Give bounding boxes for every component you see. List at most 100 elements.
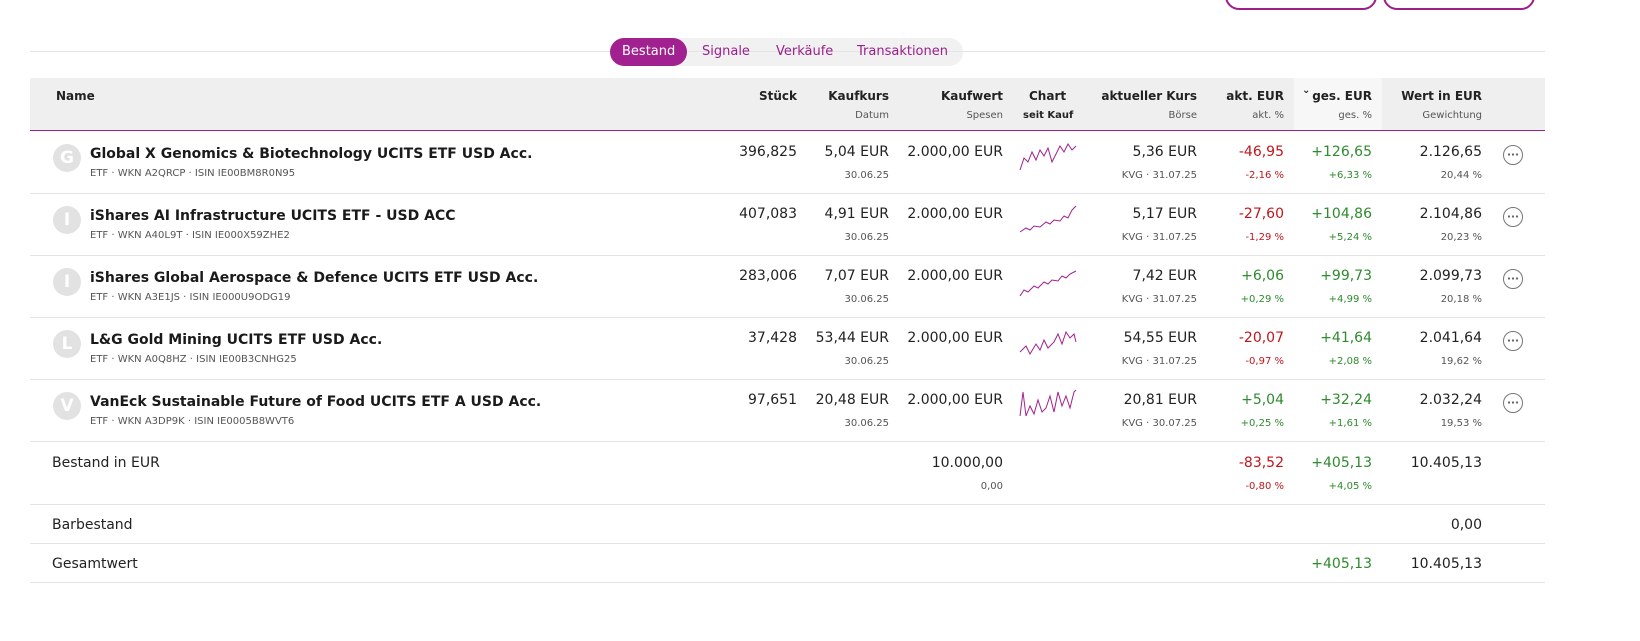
- daily-change: -27,60: [1238, 206, 1284, 222]
- row-divider: [30, 441, 1545, 442]
- tab[interactable]: Signale: [702, 44, 750, 59]
- price-source: KVG · 31.07.25: [1121, 356, 1197, 367]
- purchase-date: 30.06.25: [844, 170, 889, 181]
- column-subheader: Datum: [855, 110, 889, 121]
- purchase-price: 4,91 EUR: [824, 206, 889, 222]
- column-header: Kaufwert: [940, 89, 1003, 103]
- row-divider: [30, 193, 1545, 194]
- sparkline: [1019, 270, 1077, 297]
- column-subheader: ges. %: [1338, 110, 1372, 121]
- current-price: 5,36 EUR: [1132, 144, 1197, 160]
- current-price: 54,55 EUR: [1123, 330, 1197, 346]
- weight: 20,18 %: [1440, 294, 1482, 305]
- column-header: Stück: [758, 89, 797, 103]
- total-change-pct: +5,24 %: [1328, 232, 1372, 243]
- price-source: KVG · 31.07.25: [1121, 232, 1197, 243]
- sparkline: [1019, 389, 1077, 417]
- avatar: V: [53, 392, 81, 420]
- weight: 19,62 %: [1440, 356, 1482, 367]
- security-name[interactable]: iShares AI Infrastructure UCITS ETF - US…: [90, 208, 456, 224]
- tab[interactable]: Bestand: [610, 38, 688, 66]
- quantity: 396,825: [739, 144, 797, 160]
- total-value: 10.405,13: [1410, 556, 1482, 572]
- purchase-price: 7,07 EUR: [824, 268, 889, 284]
- summary-daily-change: -83,52: [1238, 455, 1284, 471]
- security-name[interactable]: L&G Gold Mining UCITS ETF USD Acc.: [90, 332, 383, 348]
- more-button[interactable]: [1503, 331, 1523, 351]
- column-header: Chart: [1029, 89, 1067, 103]
- weight: 19,53 %: [1440, 418, 1482, 429]
- column-header[interactable]: ges. EUR: [1312, 89, 1372, 103]
- top-button[interactable]: [1225, 0, 1377, 10]
- total-change: +99,73: [1320, 268, 1372, 284]
- column-subheader: Gewichtung: [1422, 110, 1482, 121]
- daily-change-pct: -0,97 %: [1245, 356, 1284, 367]
- weight: 20,23 %: [1440, 232, 1482, 243]
- purchase-date: 30.06.25: [844, 356, 889, 367]
- tab[interactable]: Transaktionen: [857, 44, 948, 59]
- purchase-price: 20,48 EUR: [815, 392, 889, 408]
- avatar: I: [53, 268, 81, 296]
- more-button[interactable]: [1503, 269, 1523, 289]
- total-change: +126,65: [1311, 144, 1372, 160]
- price-source: KVG · 31.07.25: [1121, 170, 1197, 181]
- more-button[interactable]: [1503, 207, 1523, 227]
- value: 2.126,65: [1419, 144, 1482, 160]
- security-name[interactable]: VanEck Sustainable Future of Food UCITS …: [90, 394, 542, 410]
- weight: 20,44 %: [1440, 170, 1482, 181]
- value: 2.041,64: [1419, 330, 1482, 346]
- daily-change: -46,95: [1238, 144, 1284, 160]
- top-button[interactable]: [1383, 0, 1535, 10]
- purchase-price: 5,04 EUR: [824, 144, 889, 160]
- avatar: L: [53, 330, 81, 358]
- current-price: 5,17 EUR: [1132, 206, 1197, 222]
- security-meta: ETF · WKN A40L9T · ISIN IE000X59ZHE2: [90, 230, 290, 241]
- avatar: I: [53, 206, 81, 234]
- security-name[interactable]: iShares Global Aerospace & Defence UCITS…: [90, 270, 539, 286]
- sparkline: [1019, 143, 1077, 171]
- column-header: Name: [56, 89, 95, 103]
- security-meta: ETF · WKN A3E1JS · ISIN IE000U9ODG19: [90, 292, 291, 303]
- cash-value: 0,00: [1450, 517, 1482, 533]
- daily-change: -20,07: [1238, 330, 1284, 346]
- column-header: Kaufkurs: [828, 89, 889, 103]
- security-meta: ETF · WKN A0Q8HZ · ISIN IE00B3CNHG25: [90, 354, 297, 365]
- row-divider: [30, 504, 1545, 505]
- more-button[interactable]: [1503, 393, 1523, 413]
- purchase-date: 30.06.25: [844, 232, 889, 243]
- row-divider: [30, 379, 1545, 380]
- total-change: +405,13: [1311, 556, 1372, 572]
- row-divider: [30, 543, 1545, 544]
- security-name[interactable]: Global X Genomics & Biotechnology UCITS …: [90, 146, 533, 162]
- row-divider: [30, 582, 1545, 583]
- table-header: [30, 78, 1545, 131]
- quantity: 283,006: [739, 268, 797, 284]
- purchase-price: 53,44 EUR: [815, 330, 889, 346]
- column-subheader: akt. %: [1252, 110, 1284, 121]
- value: 2.104,86: [1419, 206, 1482, 222]
- purchase-date: 30.06.25: [844, 418, 889, 429]
- purchase-date: 30.06.25: [844, 294, 889, 305]
- total-change-pct: +2,08 %: [1328, 356, 1372, 367]
- value: 2.032,24: [1419, 392, 1482, 408]
- summary-label: Bestand in EUR: [52, 455, 160, 471]
- more-button[interactable]: [1503, 145, 1523, 165]
- purchase-value: 2.000,00 EUR: [907, 392, 1003, 408]
- column-header: Wert in EUR: [1401, 89, 1482, 103]
- total-change: +104,86: [1311, 206, 1372, 222]
- total-change-pct: +6,33 %: [1328, 170, 1372, 181]
- row-divider: [30, 255, 1545, 256]
- quantity: 407,083: [739, 206, 797, 222]
- summary-purchase-value: 10.000,00: [931, 455, 1003, 471]
- total-change-pct: +4,99 %: [1328, 294, 1372, 305]
- current-price: 7,42 EUR: [1132, 268, 1197, 284]
- tab[interactable]: Verkäufe: [776, 44, 834, 59]
- summary-daily-change-pct: -0,80 %: [1245, 481, 1284, 492]
- daily-change-pct: +0,25 %: [1240, 418, 1284, 429]
- daily-change-pct: -2,16 %: [1245, 170, 1284, 181]
- cash-label: Barbestand: [52, 517, 133, 533]
- daily-change-pct: -1,29 %: [1245, 232, 1284, 243]
- daily-change: +5,04: [1241, 392, 1284, 408]
- column-header: aktueller Kurs: [1101, 89, 1197, 103]
